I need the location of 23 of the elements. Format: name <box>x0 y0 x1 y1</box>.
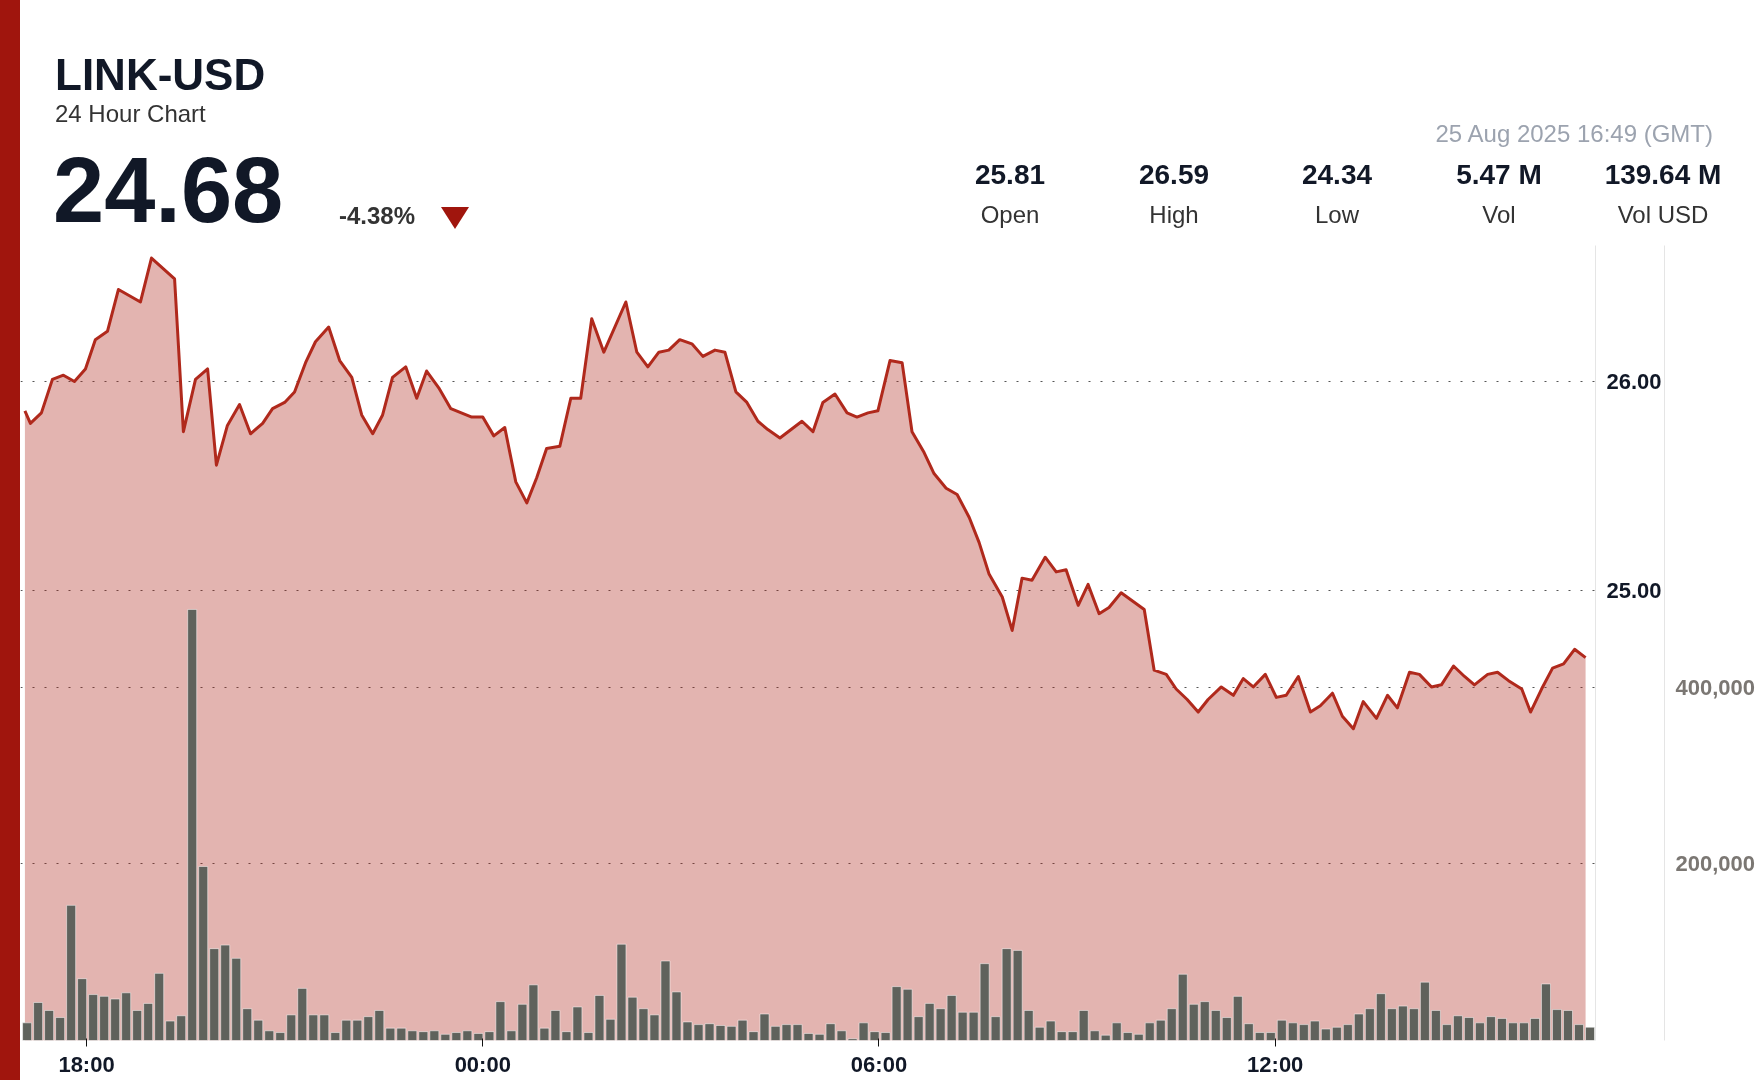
text: High <box>1149 199 1199 230</box>
y-tick-label: 26.00 <box>1606 368 1662 394</box>
text: 24.68 <box>53 138 284 244</box>
y2-tick-label: 200,000 <box>1675 851 1756 877</box>
text: Vol <box>1482 199 1516 230</box>
x-tick-label: 18:00 <box>58 1051 115 1077</box>
text: 25 Aug 2025 16:49 (GMT) <box>1435 118 1713 149</box>
x-tick-label: 12:00 <box>1247 1051 1304 1077</box>
text: -4.38% <box>339 200 416 231</box>
text: 25.81 <box>974 158 1046 192</box>
text: Low <box>1314 199 1360 230</box>
x-tick-label: 06:00 <box>850 1051 908 1077</box>
text: 139.64 M <box>1604 158 1722 192</box>
x-tick-label: 00:00 <box>454 1051 511 1077</box>
text: 5.47 M <box>1456 158 1542 192</box>
text: 26.59 <box>1138 158 1210 192</box>
text: Open <box>980 199 1040 230</box>
y2-tick-label: 400,000 <box>1675 674 1756 700</box>
text: 24.34 <box>1301 158 1373 192</box>
chart-subtitle: 24 Hour Chart <box>55 98 206 129</box>
y-tick-label: 25.00 <box>1606 578 1662 604</box>
chart-title: LINK-USD <box>55 49 266 99</box>
text: Vol USD <box>1617 199 1709 230</box>
